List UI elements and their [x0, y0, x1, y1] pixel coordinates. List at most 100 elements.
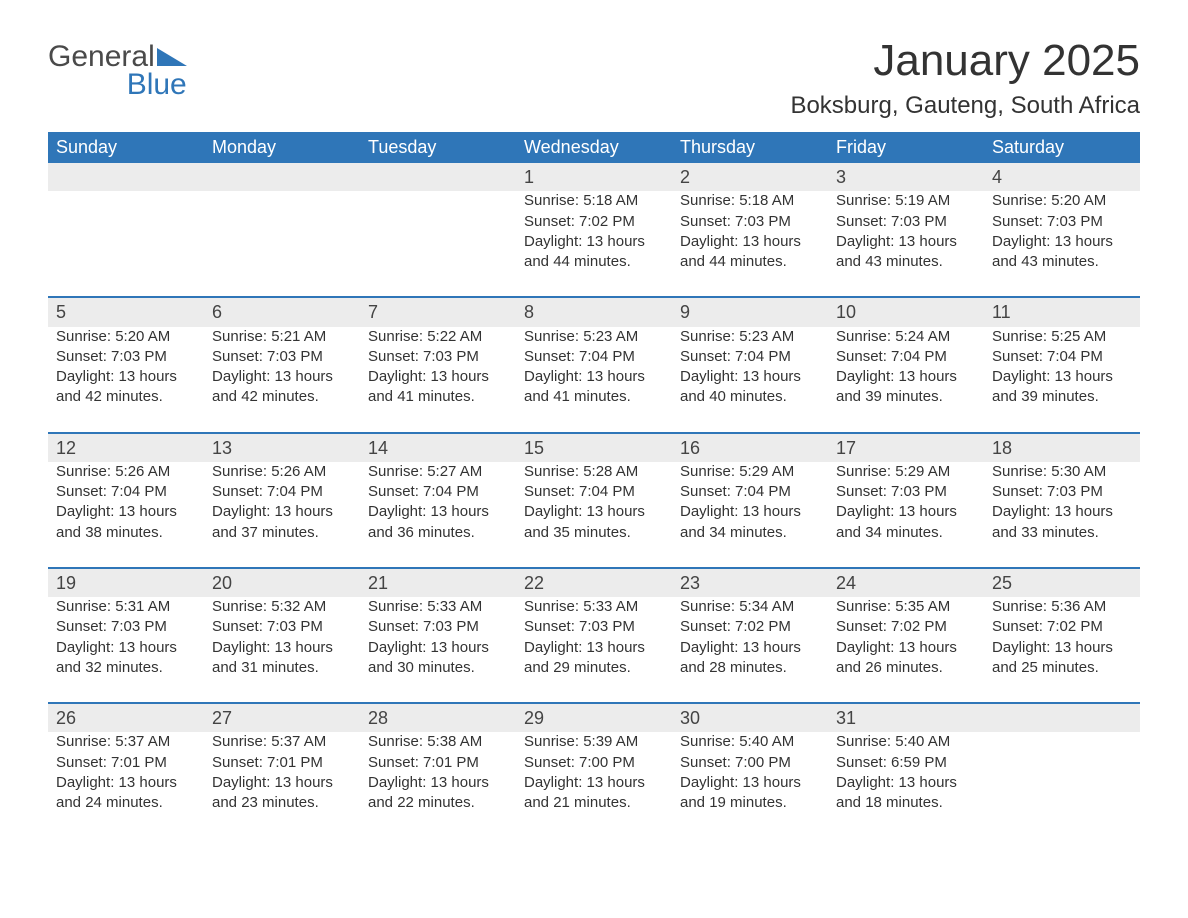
- day-number-cell: 22: [516, 568, 672, 597]
- cell-sunrise: Sunrise: 5:29 AM: [680, 462, 820, 482]
- cell-sunrise: Sunrise: 5:20 AM: [992, 191, 1132, 211]
- day-detail-cell: [48, 191, 204, 297]
- cell-sunset: Sunset: 7:01 PM: [368, 753, 508, 773]
- day-detail-cell: [360, 191, 516, 297]
- cell-daylight1: Daylight: 13 hours: [836, 773, 976, 793]
- day-number-cell: 17: [828, 433, 984, 462]
- cell-daylight2: and 26 minutes.: [836, 658, 976, 678]
- cell-daylight1: Daylight: 13 hours: [680, 502, 820, 522]
- page-title: January 2025: [790, 36, 1140, 86]
- day-number-row: 262728293031: [48, 703, 1140, 732]
- day-detail-row: Sunrise: 5:20 AMSunset: 7:03 PMDaylight:…: [48, 327, 1140, 433]
- weekday-header: Tuesday: [360, 132, 516, 163]
- cell-sunrise: Sunrise: 5:39 AM: [524, 732, 664, 752]
- cell-daylight1: Daylight: 13 hours: [56, 638, 196, 658]
- day-number-cell: 28: [360, 703, 516, 732]
- cell-daylight2: and 41 minutes.: [368, 387, 508, 407]
- cell-sunset: Sunset: 7:03 PM: [212, 347, 352, 367]
- cell-daylight2: and 29 minutes.: [524, 658, 664, 678]
- cell-daylight2: and 34 minutes.: [680, 523, 820, 543]
- cell-daylight1: Daylight: 13 hours: [524, 502, 664, 522]
- cell-sunrise: Sunrise: 5:23 AM: [680, 327, 820, 347]
- day-number-cell: 6: [204, 297, 360, 326]
- cell-sunrise: Sunrise: 5:27 AM: [368, 462, 508, 482]
- day-detail-cell: Sunrise: 5:40 AMSunset: 7:00 PMDaylight:…: [672, 732, 828, 837]
- day-number-cell: [204, 163, 360, 191]
- day-number-row: 567891011: [48, 297, 1140, 326]
- cell-daylight1: Daylight: 13 hours: [56, 773, 196, 793]
- cell-sunrise: Sunrise: 5:33 AM: [368, 597, 508, 617]
- day-detail-cell: Sunrise: 5:31 AMSunset: 7:03 PMDaylight:…: [48, 597, 204, 703]
- cell-sunset: Sunset: 7:04 PM: [836, 347, 976, 367]
- cell-sunset: Sunset: 7:04 PM: [368, 482, 508, 502]
- cell-sunset: Sunset: 7:03 PM: [368, 347, 508, 367]
- cell-sunset: Sunset: 7:04 PM: [680, 347, 820, 367]
- cell-daylight2: and 21 minutes.: [524, 793, 664, 813]
- cell-sunset: Sunset: 7:00 PM: [680, 753, 820, 773]
- cell-daylight2: and 31 minutes.: [212, 658, 352, 678]
- cell-daylight2: and 43 minutes.: [836, 252, 976, 272]
- day-detail-cell: Sunrise: 5:26 AMSunset: 7:04 PMDaylight:…: [48, 462, 204, 568]
- day-number-cell: 24: [828, 568, 984, 597]
- day-detail-cell: Sunrise: 5:18 AMSunset: 7:02 PMDaylight:…: [516, 191, 672, 297]
- day-number-cell: 9: [672, 297, 828, 326]
- cell-daylight2: and 43 minutes.: [992, 252, 1132, 272]
- day-number-cell: 21: [360, 568, 516, 597]
- cell-sunrise: Sunrise: 5:37 AM: [212, 732, 352, 752]
- cell-sunrise: Sunrise: 5:35 AM: [836, 597, 976, 617]
- day-detail-row: Sunrise: 5:31 AMSunset: 7:03 PMDaylight:…: [48, 597, 1140, 703]
- cell-sunset: Sunset: 7:03 PM: [212, 617, 352, 637]
- cell-sunset: Sunset: 7:03 PM: [524, 617, 664, 637]
- cell-daylight2: and 25 minutes.: [992, 658, 1132, 678]
- cell-sunrise: Sunrise: 5:32 AM: [212, 597, 352, 617]
- day-number-cell: 11: [984, 297, 1140, 326]
- day-number-cell: [48, 163, 204, 191]
- cell-sunset: Sunset: 7:01 PM: [56, 753, 196, 773]
- cell-sunset: Sunset: 7:03 PM: [368, 617, 508, 637]
- cell-daylight1: Daylight: 13 hours: [836, 232, 976, 252]
- day-detail-cell: Sunrise: 5:20 AMSunset: 7:03 PMDaylight:…: [48, 327, 204, 433]
- day-detail-cell: Sunrise: 5:33 AMSunset: 7:03 PMDaylight:…: [516, 597, 672, 703]
- cell-daylight2: and 23 minutes.: [212, 793, 352, 813]
- cell-daylight1: Daylight: 13 hours: [368, 638, 508, 658]
- cell-daylight1: Daylight: 13 hours: [992, 367, 1132, 387]
- day-detail-cell: [984, 732, 1140, 837]
- logo: General Blue: [48, 42, 187, 100]
- cell-daylight2: and 30 minutes.: [368, 658, 508, 678]
- day-detail-cell: Sunrise: 5:20 AMSunset: 7:03 PMDaylight:…: [984, 191, 1140, 297]
- cell-daylight2: and 42 minutes.: [212, 387, 352, 407]
- day-detail-cell: Sunrise: 5:40 AMSunset: 6:59 PMDaylight:…: [828, 732, 984, 837]
- cell-sunrise: Sunrise: 5:36 AM: [992, 597, 1132, 617]
- cell-daylight2: and 37 minutes.: [212, 523, 352, 543]
- cell-daylight1: Daylight: 13 hours: [368, 773, 508, 793]
- cell-sunset: Sunset: 6:59 PM: [836, 753, 976, 773]
- day-detail-cell: Sunrise: 5:35 AMSunset: 7:02 PMDaylight:…: [828, 597, 984, 703]
- day-detail-cell: Sunrise: 5:23 AMSunset: 7:04 PMDaylight:…: [672, 327, 828, 433]
- cell-daylight1: Daylight: 13 hours: [212, 638, 352, 658]
- cell-daylight1: Daylight: 13 hours: [992, 638, 1132, 658]
- cell-sunrise: Sunrise: 5:34 AM: [680, 597, 820, 617]
- cell-sunrise: Sunrise: 5:25 AM: [992, 327, 1132, 347]
- cell-daylight2: and 32 minutes.: [56, 658, 196, 678]
- cell-daylight1: Daylight: 13 hours: [836, 502, 976, 522]
- day-detail-cell: Sunrise: 5:23 AMSunset: 7:04 PMDaylight:…: [516, 327, 672, 433]
- day-number-row: 1234: [48, 163, 1140, 191]
- cell-daylight2: and 18 minutes.: [836, 793, 976, 813]
- day-number-cell: 3: [828, 163, 984, 191]
- cell-sunset: Sunset: 7:04 PM: [524, 347, 664, 367]
- cell-daylight1: Daylight: 13 hours: [212, 502, 352, 522]
- day-detail-cell: Sunrise: 5:32 AMSunset: 7:03 PMDaylight:…: [204, 597, 360, 703]
- cell-sunrise: Sunrise: 5:28 AM: [524, 462, 664, 482]
- cell-daylight1: Daylight: 13 hours: [992, 232, 1132, 252]
- cell-daylight2: and 33 minutes.: [992, 523, 1132, 543]
- cell-daylight1: Daylight: 13 hours: [680, 773, 820, 793]
- cell-daylight1: Daylight: 13 hours: [680, 638, 820, 658]
- cell-sunrise: Sunrise: 5:18 AM: [680, 191, 820, 211]
- day-detail-cell: Sunrise: 5:34 AMSunset: 7:02 PMDaylight:…: [672, 597, 828, 703]
- cell-sunrise: Sunrise: 5:26 AM: [212, 462, 352, 482]
- day-detail-cell: Sunrise: 5:25 AMSunset: 7:04 PMDaylight:…: [984, 327, 1140, 433]
- day-number-cell: 18: [984, 433, 1140, 462]
- cell-sunrise: Sunrise: 5:24 AM: [836, 327, 976, 347]
- cell-daylight2: and 39 minutes.: [992, 387, 1132, 407]
- day-number-cell: 12: [48, 433, 204, 462]
